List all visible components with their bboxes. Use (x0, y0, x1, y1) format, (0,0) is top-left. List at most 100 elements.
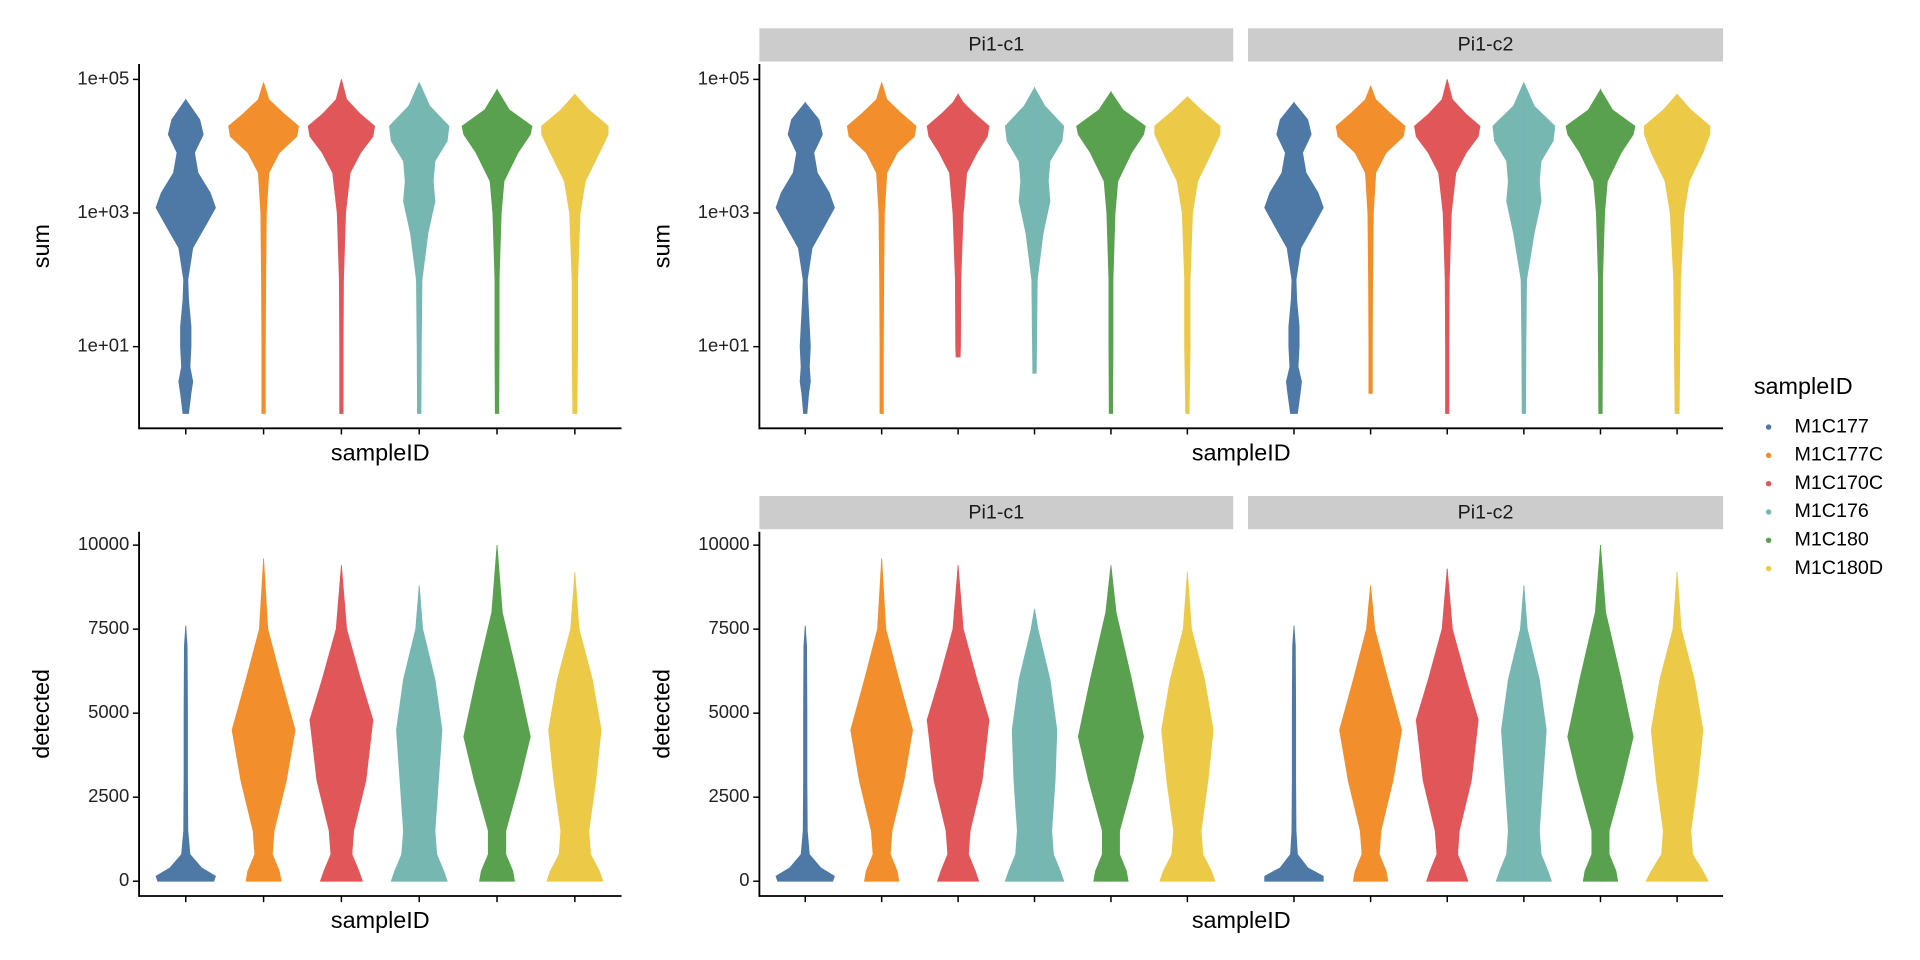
violin-left (1645, 571, 1678, 882)
violin-right (263, 558, 296, 882)
violin-right (574, 571, 604, 882)
y-tick-label: 7500 (88, 617, 129, 638)
violin-right (1293, 101, 1324, 414)
violin-left (1643, 93, 1678, 414)
violin-left (309, 565, 342, 882)
violin-right (1446, 79, 1481, 414)
legend-swatch (1765, 452, 1772, 459)
violin-left (926, 565, 959, 882)
violin-right (1370, 85, 1406, 394)
violin-left (846, 82, 883, 414)
violin-right (418, 585, 448, 882)
violin-left (1154, 95, 1188, 414)
facet-label: Pi1-c2 (1458, 501, 1514, 523)
violin-right (496, 545, 531, 882)
y-axis-title: sum (28, 224, 54, 268)
violin-right (804, 101, 835, 414)
violin-right (341, 79, 376, 414)
violin-left (155, 98, 187, 414)
y-tick-label: 10000 (78, 533, 129, 554)
violin-right (1293, 625, 1324, 882)
facet-strip (1248, 496, 1724, 530)
violin-right (1034, 608, 1065, 882)
y-tick-label: 0 (119, 869, 129, 890)
legend-swatch (1765, 509, 1772, 515)
x-axis-title: sampleID (1192, 439, 1291, 465)
violin-right (1600, 545, 1634, 882)
y-tick-label: 7500 (708, 617, 749, 638)
violin-right (1187, 571, 1216, 882)
y-tick-label: 0 (739, 869, 749, 890)
legend-swatch (1765, 537, 1772, 544)
violin-left (1492, 82, 1525, 414)
y-tick-label: 2500 (88, 785, 129, 806)
violin-right (1676, 93, 1711, 414)
violin-left (463, 545, 498, 882)
violin-left (1567, 545, 1601, 882)
violin-right (957, 92, 990, 358)
violin-left (307, 79, 342, 414)
violin-left (1004, 608, 1035, 882)
violin-right (574, 93, 609, 414)
violin-right (1446, 568, 1479, 882)
facet-label: Pi1-c1 (968, 34, 1024, 56)
violin-right (263, 82, 299, 414)
violin-right (418, 82, 450, 414)
violin-left (850, 558, 883, 882)
legend-swatch (1765, 565, 1772, 572)
legend-label: M1C177 (1794, 415, 1868, 437)
violin-right (341, 565, 374, 882)
violin-left (775, 625, 806, 882)
y-axis-title: sum (649, 224, 675, 268)
legend-title: sampleID (1754, 373, 1853, 399)
violin-right (1110, 90, 1146, 414)
violin-right (804, 625, 835, 882)
violin-left (390, 585, 420, 882)
x-axis-title: sampleID (331, 439, 430, 465)
violin-right (1523, 82, 1556, 414)
violin-left (228, 82, 264, 414)
y-axis-title: detected (649, 669, 675, 759)
y-tick-label: 2500 (708, 785, 749, 806)
violin-right (1523, 585, 1552, 882)
legend-swatch (1765, 424, 1772, 430)
y-tick-label: 1e+01 (77, 335, 129, 356)
y-tick-label: 1e+05 (77, 67, 129, 88)
violin-left (1415, 568, 1448, 882)
legend-label: M1C180 (1794, 529, 1868, 551)
legend-label: M1C176 (1794, 500, 1868, 522)
facet-strip (759, 28, 1234, 62)
violin-right (185, 98, 216, 414)
violin-left (461, 88, 498, 414)
violin-right (185, 625, 216, 882)
y-axis-title: detected (28, 669, 54, 759)
violin-left (1264, 101, 1295, 414)
facet-label: Pi1-c1 (968, 501, 1024, 523)
violin-right (1034, 86, 1065, 374)
violin-left (1335, 85, 1371, 394)
violin-right (957, 565, 990, 882)
violin-left (389, 82, 420, 414)
y-tick-label: 5000 (708, 701, 749, 722)
violin-left (541, 93, 576, 414)
violin-right (1370, 585, 1403, 882)
x-axis-title: sampleID (331, 907, 430, 933)
violin-left (1004, 86, 1035, 374)
legend-swatch (1765, 480, 1772, 487)
legend-label: M1C180D (1794, 557, 1883, 579)
y-tick-label: 5000 (88, 701, 129, 722)
legend-label: M1C177C (1794, 444, 1883, 466)
y-tick-label: 1e+03 (698, 201, 750, 222)
violin-left (546, 571, 576, 882)
violin-left (775, 101, 806, 414)
violin-left (926, 92, 959, 358)
violin-right (1187, 95, 1221, 414)
violin-right (496, 88, 533, 414)
y-tick-label: 1e+01 (698, 335, 750, 356)
violin-right (1676, 571, 1709, 882)
violin-left (1159, 571, 1188, 882)
violin-left (1495, 585, 1525, 882)
y-tick-label: 1e+05 (698, 67, 750, 88)
violin-left (231, 558, 264, 882)
